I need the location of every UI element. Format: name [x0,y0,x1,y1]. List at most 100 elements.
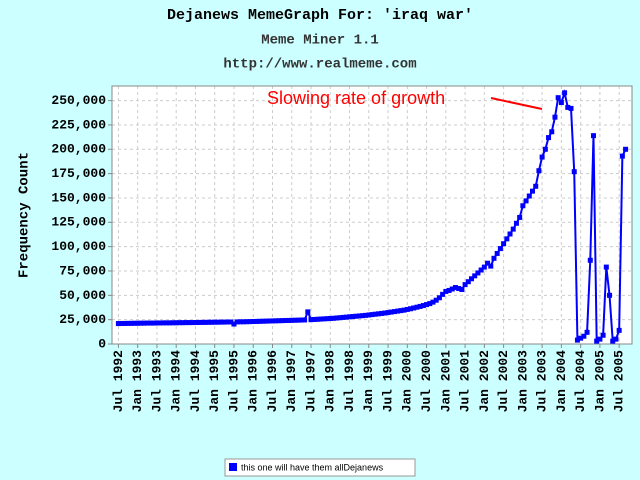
annotation-arrow [490,97,543,110]
legend-swatch [229,463,237,471]
data-point [148,320,154,326]
chart-url: http://www.realmeme.com [223,57,416,73]
data-point [128,320,134,326]
data-point [623,146,629,152]
data-point [135,320,141,326]
data-point [237,319,243,325]
data-point [411,305,417,311]
data-point [176,320,182,326]
x-tick-label: Jul 1992 [111,350,126,413]
data-point [398,308,404,314]
data-point [427,301,433,307]
data-point [279,318,285,324]
data-point [257,318,263,324]
x-tick-label: Jul 1996 [265,350,280,413]
data-point [542,146,548,152]
data-point [170,320,176,326]
data-point [356,313,362,319]
data-point [571,169,577,175]
y-tick-label: 0 [98,336,106,351]
data-point [603,264,609,270]
data-point [212,319,218,325]
data-point [125,320,131,326]
data-point [391,309,397,315]
x-tick-label: Jan 1994 [169,350,184,413]
x-tick-label: Jul 1998 [342,350,357,413]
data-point [401,307,407,313]
y-tick-label: 200,000 [51,142,106,157]
data-point [594,338,600,344]
data-point [347,314,353,320]
data-point [138,320,144,326]
plot [115,89,629,344]
data-point [273,318,279,324]
data-point [372,311,378,317]
data-point [424,302,430,308]
data-point [478,267,484,273]
x-tick-label: Jul 2004 [573,350,588,413]
data-point [485,260,491,266]
data-point [340,314,346,320]
data-point [536,168,542,174]
x-tick-label: Jan 1997 [284,350,299,412]
data-point [533,183,539,189]
data-point [209,319,215,325]
data-point [510,226,516,232]
data-point [269,318,275,324]
legend-box [224,458,416,477]
x-tick-label: Jul 1997 [303,350,318,412]
data-point [523,198,529,204]
y-tick-label: 175,000 [51,166,106,181]
data-point [404,306,410,312]
data-point [241,319,247,325]
data-point [446,287,452,293]
data-point [584,329,590,335]
data-point [119,320,125,326]
data-point [436,295,442,301]
data-point [160,320,166,326]
data-point [420,303,426,309]
data-point [363,312,369,318]
data-point [501,241,507,247]
data-point [231,321,237,327]
data-point [597,336,603,342]
data-point [558,100,564,106]
x-tick-label: Jan 1999 [361,350,376,413]
legend: this one will have them allDejanews [224,458,416,477]
chart-title: Dejanews MemeGraph For: 'iraq war' [167,7,473,24]
data-point [318,316,324,322]
data-point [186,320,192,326]
data-point [247,319,253,325]
data-point [164,320,170,326]
y-tick-label: 150,000 [51,190,106,205]
data-point [475,270,481,276]
data-point [433,297,439,303]
data-point [192,319,198,325]
data-point [327,315,333,321]
data-point [253,318,259,324]
x-tick-label: Jan 1996 [246,350,261,413]
x-tick-label: Jul 2003 [535,350,550,413]
data-point [456,286,462,292]
data-point [465,279,471,285]
data-point [131,320,137,326]
x-tick-label: Jan 1993 [130,350,145,413]
data-point [568,105,574,111]
data-point [443,288,449,294]
data-point [250,319,256,325]
data-point [462,282,468,288]
data-point [282,318,288,324]
y-tick-label: 225,000 [51,117,106,132]
x-tick-label: Jul 2000 [419,350,434,413]
data-point [600,332,606,338]
data-point [154,320,160,326]
data-point [565,104,571,110]
data-point [311,316,317,322]
data-point [302,317,308,323]
x-tick-label: Jan 2001 [438,350,453,413]
data-point [472,273,478,279]
data-point [215,319,221,325]
data-point [234,319,240,325]
data-point [183,320,189,326]
